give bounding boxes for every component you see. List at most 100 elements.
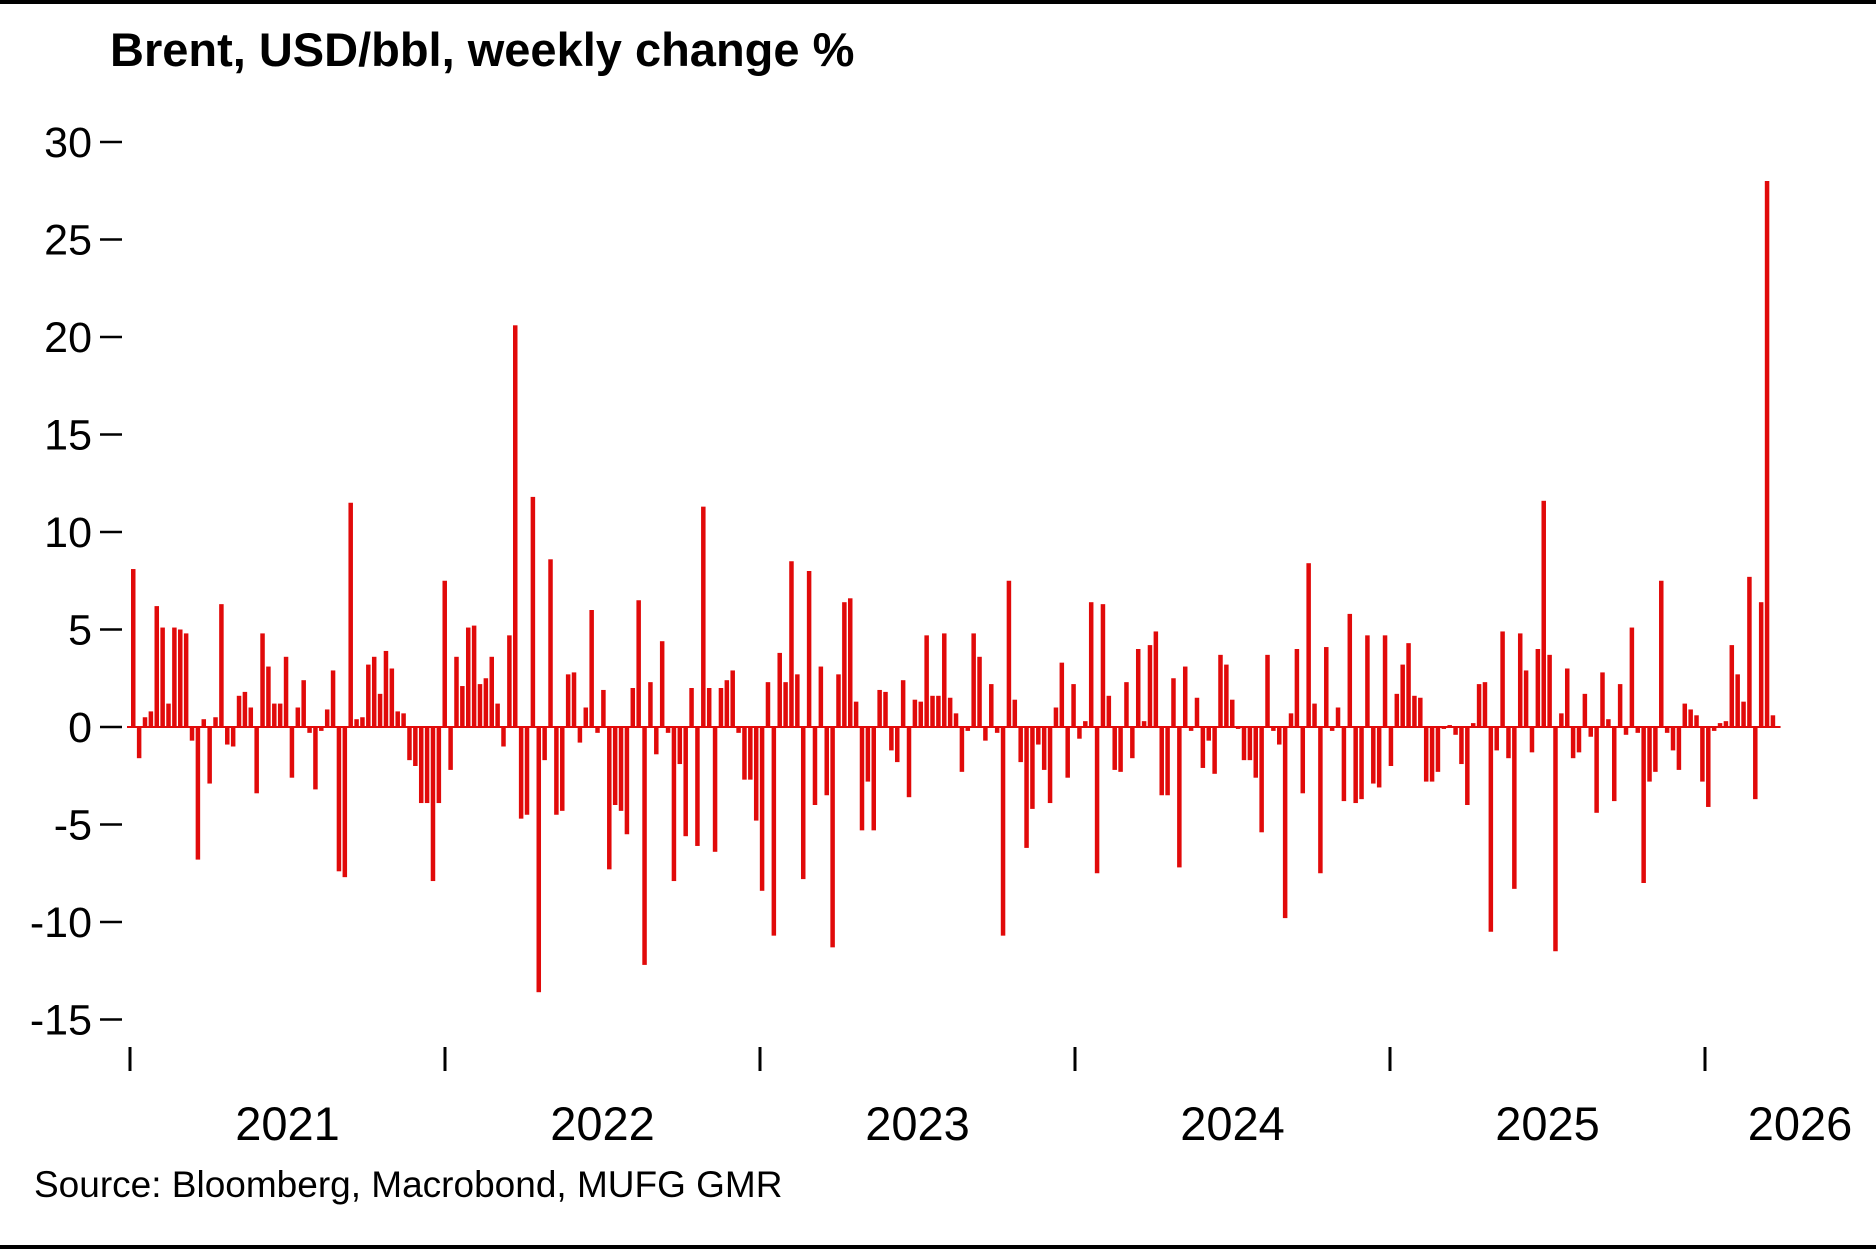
bar-week-36	[342, 727, 348, 878]
x-tick-label-2024: 2024	[1180, 1097, 1285, 1150]
bar-week-180	[1188, 727, 1194, 731]
bar-week-107	[759, 727, 765, 891]
bar-week-34	[330, 670, 336, 727]
bar-week-151	[1018, 727, 1023, 763]
y-tick-label: -5	[54, 802, 92, 850]
bar-week-272	[1729, 645, 1735, 727]
bar-week-82	[612, 727, 618, 805]
bar-week-103	[736, 727, 741, 733]
bar-week-244	[1564, 668, 1570, 727]
bar-week-264	[1682, 703, 1688, 727]
bar-week-133	[912, 699, 918, 727]
bar-week-12	[201, 719, 207, 727]
y-tick-label: 15	[44, 412, 92, 460]
bar-week-85	[630, 688, 636, 727]
bar-week-149	[1006, 580, 1012, 727]
bar-week-49	[418, 727, 424, 804]
bar-week-136	[930, 695, 935, 727]
bar-week-213	[1382, 635, 1388, 727]
bar-week-153	[1030, 727, 1035, 809]
bar-week-248	[1588, 727, 1593, 737]
bar-week-198	[1294, 649, 1300, 727]
bar-week-120	[836, 674, 841, 727]
bar-week-57	[465, 627, 471, 727]
bar-week-38	[354, 719, 359, 727]
bar-week-96	[695, 727, 700, 846]
y-axis: 30 25 20 15 10 5 0 -5 -10 -15	[30, 119, 122, 1045]
bar-week-270	[1717, 723, 1723, 727]
x-axis: 2021 2022 2023 2024 2025 2026	[128, 1047, 1852, 1150]
bar-week-53	[442, 580, 447, 727]
bar-week-256	[1635, 727, 1641, 733]
bar-week-26	[283, 656, 289, 727]
y-tick-label: -15	[30, 997, 92, 1045]
bar-week-214	[1388, 727, 1394, 766]
bar-week-164	[1094, 727, 1100, 874]
bar-week-100	[718, 688, 724, 727]
bar-week-271	[1723, 721, 1729, 727]
bar-week-233	[1500, 631, 1505, 727]
bar-week-247	[1582, 693, 1588, 727]
bar-week-222	[1435, 727, 1441, 772]
bar-week-84	[624, 727, 630, 835]
bar-week-31	[313, 727, 318, 790]
bar-week-146	[989, 684, 994, 727]
bar-week-232	[1494, 727, 1499, 751]
bar-week-160	[1071, 684, 1076, 727]
bar-week-39	[360, 717, 365, 727]
bar-week-8	[178, 629, 183, 727]
bar-week-211	[1371, 727, 1376, 784]
bars	[131, 181, 1776, 993]
bar-week-257	[1641, 727, 1646, 883]
bar-week-109	[771, 727, 777, 936]
bar-week-43	[383, 650, 389, 727]
bar-week-148	[1000, 727, 1006, 936]
bar-week-163	[1088, 602, 1094, 727]
bar-week-204	[1329, 727, 1335, 731]
bar-week-187	[1230, 699, 1235, 727]
bar-week-219	[1418, 697, 1423, 727]
bar-week-260	[1659, 580, 1664, 727]
bar-week-143	[971, 633, 976, 727]
bar-week-176	[1165, 727, 1170, 796]
bar-week-278	[1764, 181, 1770, 727]
bar-week-20	[248, 707, 254, 727]
bar-week-269	[1711, 727, 1717, 731]
bar-week-262	[1670, 727, 1676, 751]
bar-week-237	[1523, 670, 1529, 727]
bar-week-83	[618, 727, 624, 811]
bar-week-72	[554, 727, 559, 815]
bar-week-229	[1476, 684, 1482, 727]
bar-week-225	[1453, 727, 1458, 735]
bar-week-137	[936, 695, 941, 727]
bar-week-275	[1747, 576, 1752, 727]
bar-week-6	[166, 703, 171, 727]
bar-week-95	[689, 688, 694, 727]
bar-week-32	[319, 727, 324, 731]
bar-week-93	[677, 727, 683, 765]
chart-title: Brent, USD/bbl, weekly change %	[110, 23, 855, 76]
bar-week-186	[1224, 664, 1229, 727]
bar-week-106	[753, 727, 759, 821]
bar-week-249	[1594, 727, 1599, 813]
bar-week-276	[1753, 727, 1758, 800]
bar-week-7	[172, 627, 177, 727]
bar-week-217	[1406, 643, 1411, 727]
bar-week-171	[1135, 649, 1141, 727]
bar-week-245	[1570, 727, 1576, 759]
bar-week-162	[1083, 721, 1088, 727]
bar-week-166	[1106, 695, 1112, 727]
bar-week-155	[1041, 727, 1047, 770]
bottom-border-line	[0, 1245, 1876, 1249]
bar-week-70	[542, 727, 547, 761]
bar-week-181	[1194, 697, 1200, 727]
bar-week-177	[1171, 678, 1176, 727]
bar-week-127	[877, 689, 882, 727]
bar-week-168	[1118, 727, 1123, 772]
bar-week-240	[1541, 500, 1546, 727]
bar-week-75	[571, 672, 577, 727]
bar-week-52	[436, 727, 442, 804]
bar-week-62	[495, 703, 500, 727]
bar-week-59	[477, 684, 483, 727]
